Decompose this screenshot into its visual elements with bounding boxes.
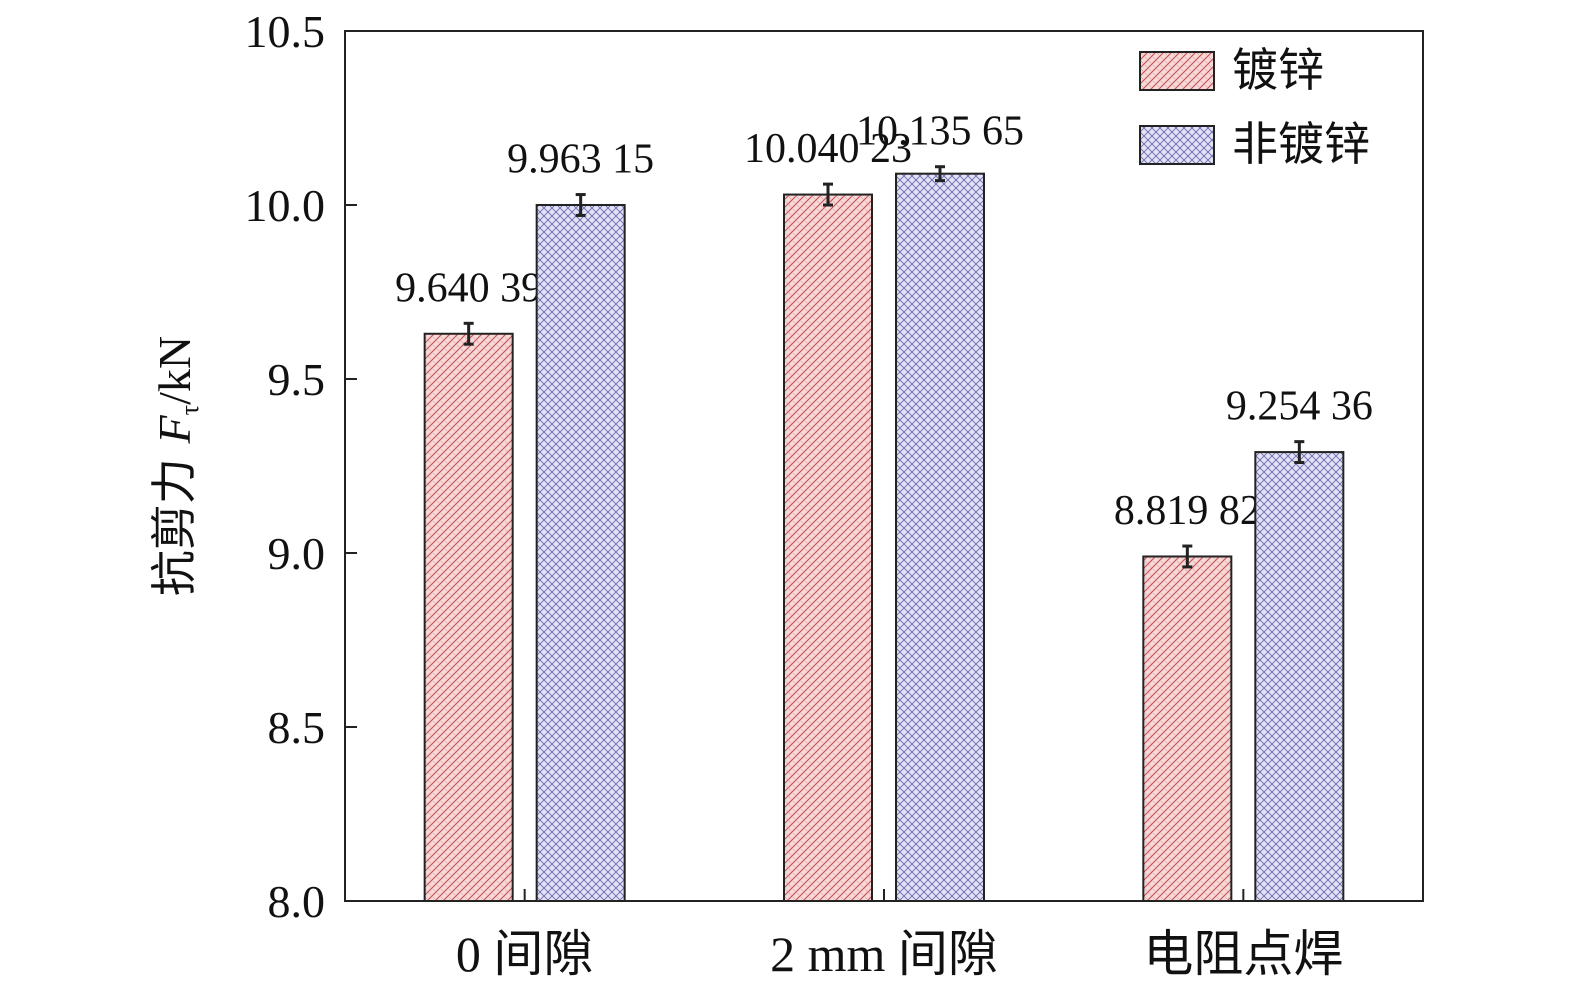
legend-swatch-non-galvanized (1139, 125, 1215, 165)
x-tick-label: 2 mm 间隙 (770, 926, 998, 982)
legend-label: 非镀锌 (1232, 117, 1370, 171)
y-axis-label-prefix: 抗剪力 (147, 443, 201, 596)
bar-non-galvanized (1254, 451, 1345, 902)
y-tick-label: 10.0 (245, 180, 326, 231)
x-tick-label: 电阻点焊 (1143, 926, 1343, 982)
legend-swatch-galvanized (1139, 51, 1215, 91)
y-tick-label: 8.0 (268, 876, 326, 927)
y-axis-label: 抗剪力 Fτ/kN (147, 336, 204, 596)
y-tick-label: 10.5 (245, 6, 326, 57)
data-label: 10.135 65 (856, 109, 1024, 155)
y-axis-label-symbol: F (149, 414, 200, 444)
y-tick-label: 9.0 (268, 528, 326, 579)
bar-galvanized (1142, 555, 1233, 902)
y-axis-label-subscript: τ (175, 405, 204, 415)
bar-non-galvanized (895, 172, 985, 902)
data-label: 10.040 23 (744, 126, 912, 172)
bar-galvanized (783, 193, 873, 902)
legend-label: 镀锌 (1232, 43, 1324, 97)
bar-galvanized (423, 332, 514, 902)
data-label: 9.640 39 (395, 265, 542, 311)
y-axis-label-unit: /kN (149, 336, 200, 405)
data-label: 9.963 15 (507, 137, 654, 183)
x-tick-label: 0 间隙 (456, 926, 594, 982)
x-axis: 0 间隙 2 mm 间隙 电阻点焊 (456, 889, 1343, 982)
y-tick-label: 9.5 (268, 354, 326, 405)
y-tick-label: 8.5 (268, 702, 326, 753)
bar-non-galvanized (535, 204, 626, 902)
data-label: 8.819 82 (1114, 488, 1261, 534)
data-label: 9.254 36 (1226, 384, 1373, 430)
y-axis: 8.0 8.5 9.0 9.5 10.0 10.5 (245, 6, 357, 927)
